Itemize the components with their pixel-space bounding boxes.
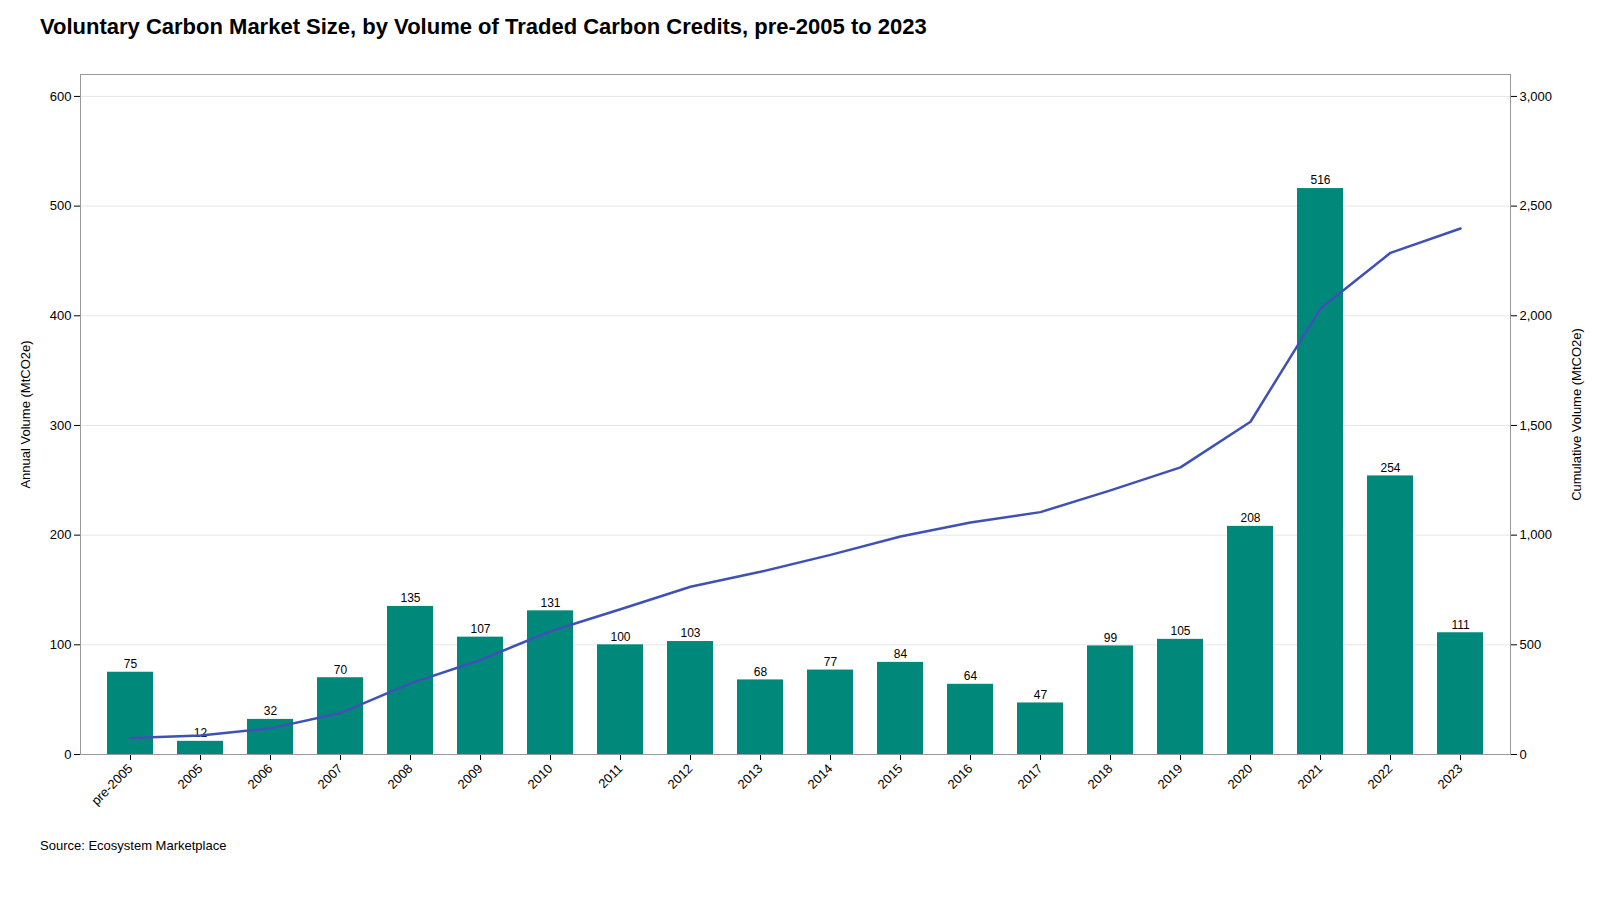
svg-text:Annual Volume (MtCO2e): Annual Volume (MtCO2e) xyxy=(18,340,33,488)
svg-text:2,500: 2,500 xyxy=(1520,198,1553,213)
svg-text:131: 131 xyxy=(540,596,560,610)
svg-text:100: 100 xyxy=(610,630,630,644)
svg-text:2009: 2009 xyxy=(455,761,486,792)
svg-text:135: 135 xyxy=(400,591,420,605)
svg-text:2006: 2006 xyxy=(245,761,276,792)
svg-text:47: 47 xyxy=(1034,688,1048,702)
svg-text:pre-2005: pre-2005 xyxy=(88,761,135,808)
html-text:Source: Ecosystem Marketplace: Source: Ecosystem Marketplace xyxy=(40,838,227,853)
svg-text:2018: 2018 xyxy=(1085,761,1116,792)
svg-text:208: 208 xyxy=(1240,511,1260,525)
svg-text:2016: 2016 xyxy=(945,761,976,792)
svg-text:2,000: 2,000 xyxy=(1520,308,1553,323)
svg-text:70: 70 xyxy=(334,663,348,677)
svg-text:Cumulative Volume (MtCO2e): Cumulative Volume (MtCO2e) xyxy=(1569,328,1584,501)
svg-text:32: 32 xyxy=(264,704,278,718)
svg-text:100: 100 xyxy=(50,637,72,652)
svg-text:103: 103 xyxy=(680,626,700,640)
svg-text:77: 77 xyxy=(824,655,838,669)
svg-text:2022: 2022 xyxy=(1365,761,1396,792)
svg-text:68: 68 xyxy=(754,665,768,679)
svg-text:2015: 2015 xyxy=(875,761,906,792)
svg-text:500: 500 xyxy=(1520,637,1542,652)
svg-text:0: 0 xyxy=(1520,747,1527,762)
svg-text:516: 516 xyxy=(1310,173,1330,187)
svg-text:84: 84 xyxy=(894,647,908,661)
svg-text:2007: 2007 xyxy=(315,761,346,792)
svg-text:2005: 2005 xyxy=(175,761,206,792)
html-text:Voluntary Carbon Market Size,: Voluntary Carbon Market Size, by Volume … xyxy=(40,14,927,39)
svg-text:111: 111 xyxy=(1451,618,1470,632)
svg-text:0: 0 xyxy=(64,747,71,762)
svg-text:3,000: 3,000 xyxy=(1520,89,1553,104)
svg-text:2012: 2012 xyxy=(665,761,696,792)
svg-text:2011: 2011 xyxy=(595,761,625,791)
svg-text:75: 75 xyxy=(124,657,138,671)
svg-text:105: 105 xyxy=(1170,624,1190,638)
svg-text:2020: 2020 xyxy=(1225,761,1256,792)
svg-text:2010: 2010 xyxy=(525,761,556,792)
svg-text:2021: 2021 xyxy=(1295,761,1326,792)
svg-text:500: 500 xyxy=(50,198,72,213)
svg-text:2023: 2023 xyxy=(1435,761,1466,792)
svg-text:400: 400 xyxy=(50,308,72,323)
svg-text:2017: 2017 xyxy=(1015,761,1046,792)
svg-text:2019: 2019 xyxy=(1155,761,1186,792)
svg-text:300: 300 xyxy=(50,418,72,433)
svg-text:200: 200 xyxy=(50,527,72,542)
svg-text:12: 12 xyxy=(194,726,208,740)
svg-text:1,500: 1,500 xyxy=(1520,418,1553,433)
svg-text:2014: 2014 xyxy=(805,761,836,792)
svg-text:2008: 2008 xyxy=(385,761,416,792)
svg-text:64: 64 xyxy=(964,669,978,683)
svg-text:107: 107 xyxy=(470,622,490,636)
svg-text:254: 254 xyxy=(1380,461,1400,475)
svg-text:2013: 2013 xyxy=(735,761,766,792)
svg-text:1,000: 1,000 xyxy=(1520,527,1553,542)
svg-text:600: 600 xyxy=(50,89,72,104)
svg-text:99: 99 xyxy=(1104,631,1118,645)
